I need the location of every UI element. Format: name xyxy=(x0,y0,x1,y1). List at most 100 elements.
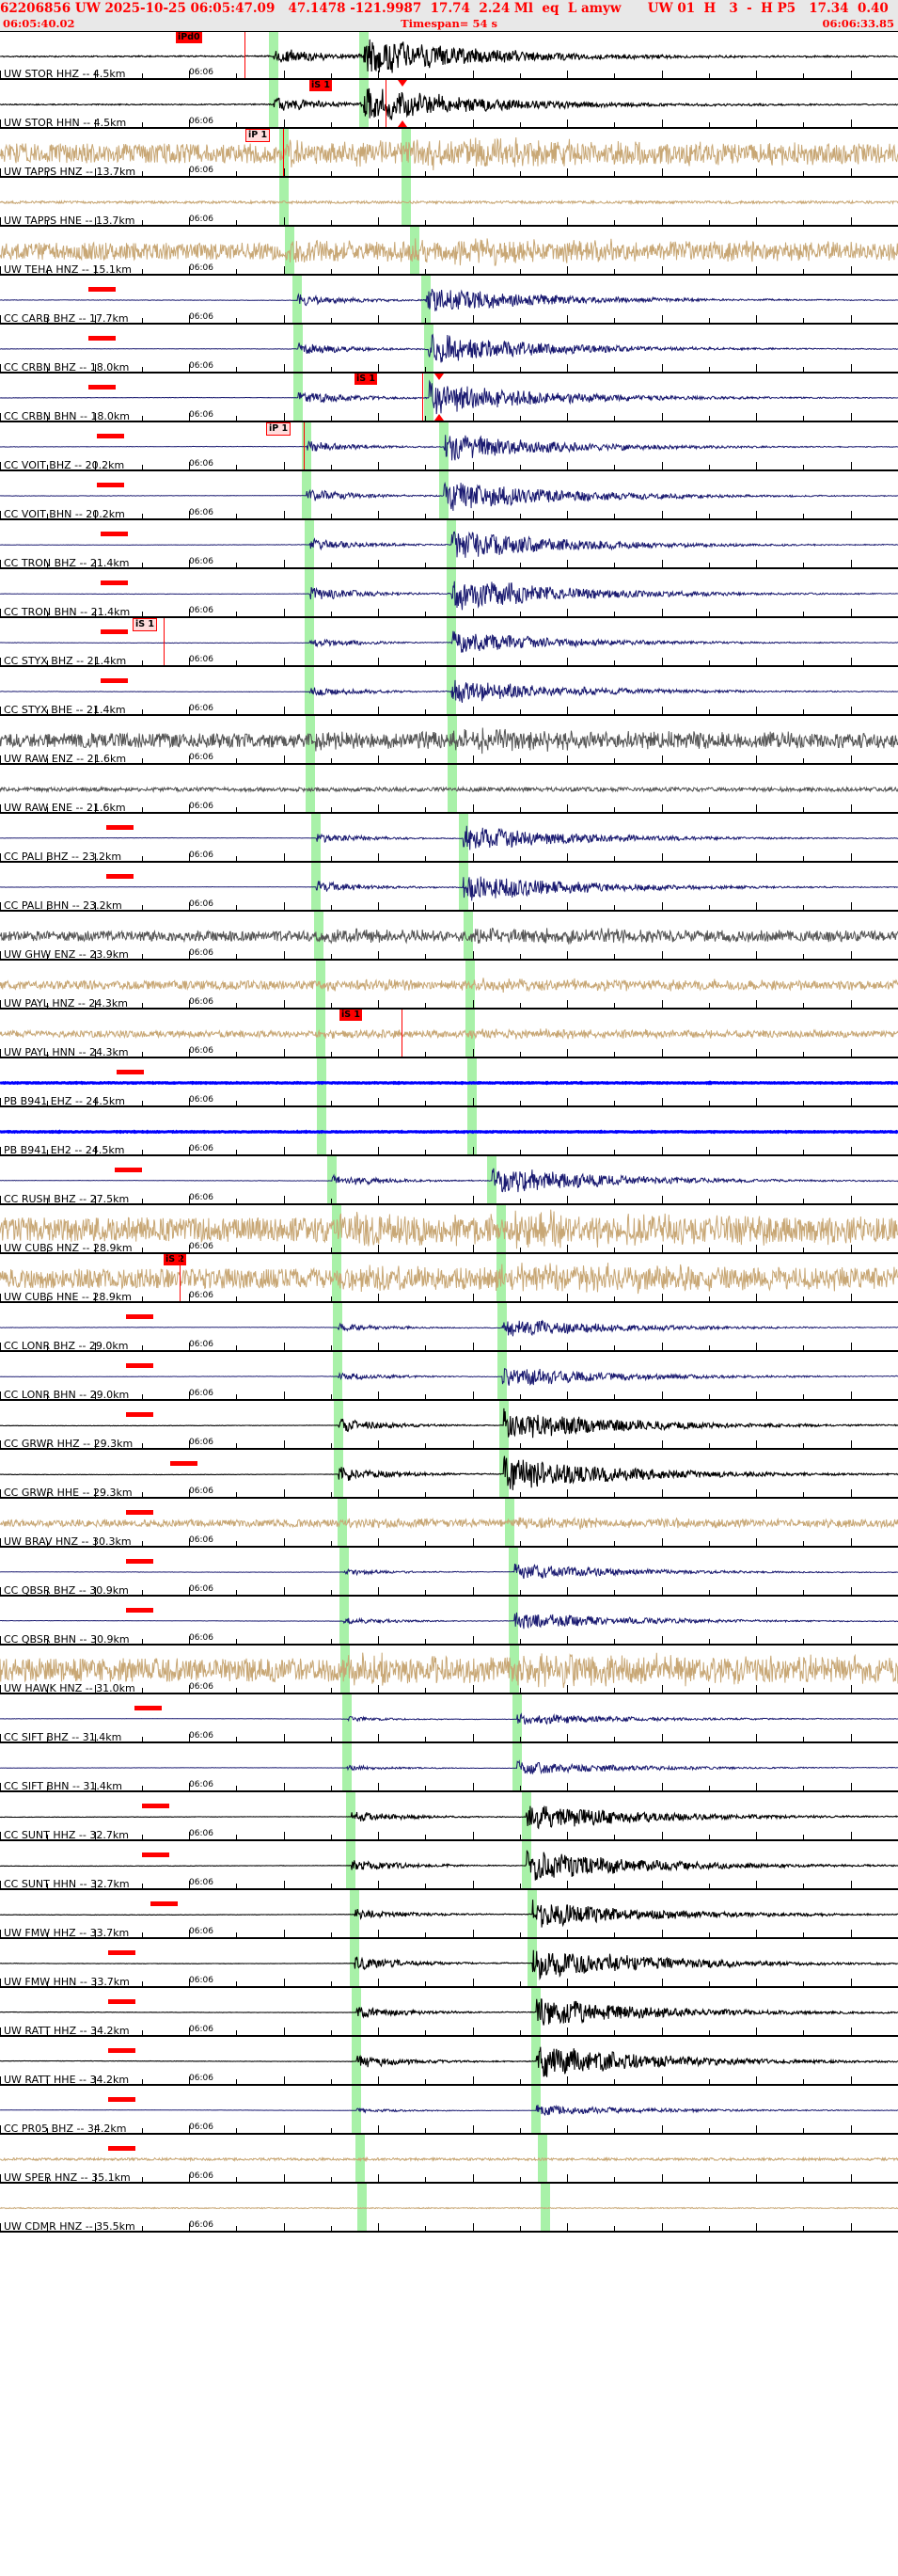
axis-tick xyxy=(567,71,568,78)
trace-row[interactable]: 06:06 CC LONR BHZ -- 29.0km xyxy=(0,1303,898,1352)
axis-tick xyxy=(142,416,143,421)
pick-label[interactable]: iPd0 xyxy=(176,32,202,43)
axis-tick xyxy=(331,1639,332,1644)
axis-tick xyxy=(142,2079,143,2084)
phase-pick[interactable]: iS 1 xyxy=(0,1010,898,1057)
trace-row[interactable]: iPd0 06:06 UW STOR HHZ -- 4.5km xyxy=(0,31,898,80)
axis-ticks xyxy=(0,1488,898,1497)
pick-label[interactable]: iP 1 xyxy=(266,422,291,436)
phase-pick[interactable]: iP 1 xyxy=(0,422,898,469)
pick-label[interactable]: iS 1 xyxy=(133,618,158,631)
axis-tick xyxy=(378,609,379,616)
trace-row[interactable]: 06:06 CC CRBN BHZ -- 18.0km xyxy=(0,325,898,374)
axis-tick xyxy=(95,1000,96,1008)
trace-row[interactable]: 06:06 CC GRWR HHE -- 29.3km xyxy=(0,1450,898,1499)
station-label: CC SUNT HHN -- 32.7km xyxy=(4,1878,130,1890)
waveform xyxy=(0,1850,898,1881)
axis-tick xyxy=(756,658,757,665)
trace-row[interactable]: 06:06 UW HAWK HNZ -- 31.0km xyxy=(0,1646,898,1694)
axis-tick xyxy=(95,1196,96,1203)
axis-tick xyxy=(47,1345,48,1350)
trace-row[interactable]: 06:06 UW TEHA HNZ -- 15.1km xyxy=(0,227,898,276)
trace-row[interactable]: 06:06 UW PAYL HNZ -- 24.3km xyxy=(0,961,898,1010)
trace-row[interactable]: 06:06 CC TRON BHZ -- 21.4km xyxy=(0,520,898,569)
axis-tick xyxy=(709,612,710,616)
trace-row[interactable]: 06:06 CC GRWR HHZ -- 29.3km xyxy=(0,1401,898,1450)
phase-pick[interactable]: iP 1 xyxy=(0,129,898,176)
axis-tick xyxy=(142,660,143,665)
trace-row[interactable]: 06:06 CC SUNT HHZ -- 32.7km xyxy=(0,1792,898,1841)
axis-tick xyxy=(709,2226,710,2231)
phase-pick[interactable]: iS 1 xyxy=(0,618,898,665)
trace-row[interactable]: 06:06 CC SIFT BHN -- 31.4km xyxy=(0,1743,898,1792)
axis-tick xyxy=(284,1783,285,1790)
axis-tick xyxy=(47,1199,48,1203)
trace-row[interactable]: 06:06 CC QBSR BHZ -- 30.9km xyxy=(0,1548,898,1597)
trace-row[interactable]: 06:06 UW BRAV HNZ -- 30.3km xyxy=(0,1499,898,1548)
trace-row[interactable]: 06:06 PB B941 EHZ -- 24.5km xyxy=(0,1058,898,1107)
trace-row[interactable]: 06:06 UW CDMR HNZ -- 35.5km xyxy=(0,2184,898,2233)
trace-row[interactable]: 06:06 CC PR05 BHZ -- 34.2km xyxy=(0,2086,898,2135)
trace-row[interactable]: 06:06 UW RATT HHZ -- 34.2km xyxy=(0,1988,898,2037)
pick-time-line xyxy=(304,422,305,469)
trace-row[interactable]: 06:06 CC LONR BHN -- 29.0km xyxy=(0,1352,898,1401)
trace-row[interactable]: 06:06 CC PALI BHZ -- 23.2km xyxy=(0,814,898,863)
trace-row[interactable]: 06:06 CC SIFT BHZ -- 31.4km xyxy=(0,1694,898,1743)
trace-row[interactable]: 06:06 CC SUNT HHN -- 32.7km xyxy=(0,1841,898,1890)
axis-tick xyxy=(803,1199,804,1203)
trace-row[interactable]: 06:06 UW FMW HHZ -- 33.7km xyxy=(0,1890,898,1939)
trace-row[interactable]: iP 1 06:06 CC VOIT BHZ -- 20.2km xyxy=(0,422,898,471)
trace-row[interactable]: 06:06 CC QBSR BHN -- 30.9km xyxy=(0,1597,898,1646)
axis-tick xyxy=(567,119,568,127)
pick-label[interactable]: iS 1 xyxy=(354,374,378,385)
trace-row[interactable]: 06:06 UW TAPPS HNE -- 13.7km xyxy=(0,178,898,227)
p-arrival-band xyxy=(339,1548,349,1595)
trace-row[interactable]: 06:06 UW FMW HHN -- 33.7km xyxy=(0,1939,898,1988)
trace-row[interactable]: iS 1 06:06 CC CRBN BHN -- 18.0km xyxy=(0,374,898,422)
trace-row[interactable]: 06:06 UW SPER HNZ -- 35.1km xyxy=(0,2135,898,2184)
axis-tick xyxy=(662,902,663,910)
trace-row[interactable]: iS 1 06:06 UW PAYL HNN -- 24.3km xyxy=(0,1010,898,1058)
pick-label[interactable]: iS 2 xyxy=(164,1254,187,1265)
pick-label[interactable]: iS 1 xyxy=(309,80,333,91)
axis-tick xyxy=(142,1981,143,1986)
axis-tick xyxy=(425,2128,426,2133)
trace-row[interactable]: iS 1 06:06 CC STYX BHZ -- 21.4km xyxy=(0,618,898,667)
axis-tick xyxy=(47,465,48,469)
trace-row[interactable]: 06:06 CC PALI BHN -- 23.2km xyxy=(0,863,898,912)
trace-row[interactable]: iS 1 06:06 UW STOR HHN -- 4.5km xyxy=(0,80,898,129)
axis-tick xyxy=(662,560,663,567)
trace-row[interactable]: 06:06 CC RUSH BHZ -- 27.5km xyxy=(0,1156,898,1205)
trace-row[interactable]: iP 1 06:06 UW TAPPS HNZ -- 13.7km xyxy=(0,129,898,178)
trace-row[interactable]: 06:06 UW GHW ENZ -- 23.9km xyxy=(0,912,898,961)
trace-row[interactable]: 06:06 CC VOIT BHN -- 20.2km xyxy=(0,471,898,520)
phase-pick[interactable]: iS 1 xyxy=(0,80,898,127)
trace-row[interactable]: 06:06 UW RAW ENE -- 21.6km xyxy=(0,765,898,814)
station-label: UW TAPPS HNZ -- 13.7km xyxy=(4,166,136,178)
trace-row[interactable]: 06:06 CC TRON BHN -- 21.4km xyxy=(0,569,898,618)
axis-tick xyxy=(473,462,474,469)
axis-tick xyxy=(236,2079,237,2084)
mid-time-label: 06:06 xyxy=(189,1780,213,1789)
p-arrival-band xyxy=(311,814,321,861)
phase-pick[interactable]: iPd0 xyxy=(0,32,898,78)
axis-tick xyxy=(567,1881,568,1888)
axis-ticks xyxy=(0,901,898,910)
pick-label[interactable]: iS 1 xyxy=(339,1010,363,1021)
pick-label[interactable]: iP 1 xyxy=(245,129,271,142)
phase-pick[interactable]: iS 1 xyxy=(0,374,898,421)
trace-row[interactable]: 06:06 CC STYX BHE -- 21.4km xyxy=(0,667,898,716)
trace-row[interactable]: 06:06 PB B941 EH2 -- 24.5km xyxy=(0,1107,898,1156)
axis-tick xyxy=(662,217,663,225)
trace-row[interactable]: 06:06 UW RATT HHE -- 34.2km xyxy=(0,2037,898,2086)
phase-pick[interactable]: iS 2 xyxy=(0,1254,898,1301)
axis-tick xyxy=(662,1685,663,1693)
trace-row[interactable]: 06:06 CC CARB BHZ -- 17.7km xyxy=(0,276,898,325)
axis-tick xyxy=(567,2174,568,2182)
axis-tick xyxy=(803,2177,804,2182)
trace-row[interactable]: 06:06 UW RAW ENZ -- 21.6km xyxy=(0,716,898,765)
trace-row[interactable]: 06:06 UW CUBS HNZ -- 28.9km xyxy=(0,1205,898,1254)
trace-row[interactable]: iS 2 06:06 UW CUBS HNE -- 28.9km xyxy=(0,1254,898,1303)
axis-tick xyxy=(0,951,1,959)
axis-ticks xyxy=(0,1293,898,1301)
